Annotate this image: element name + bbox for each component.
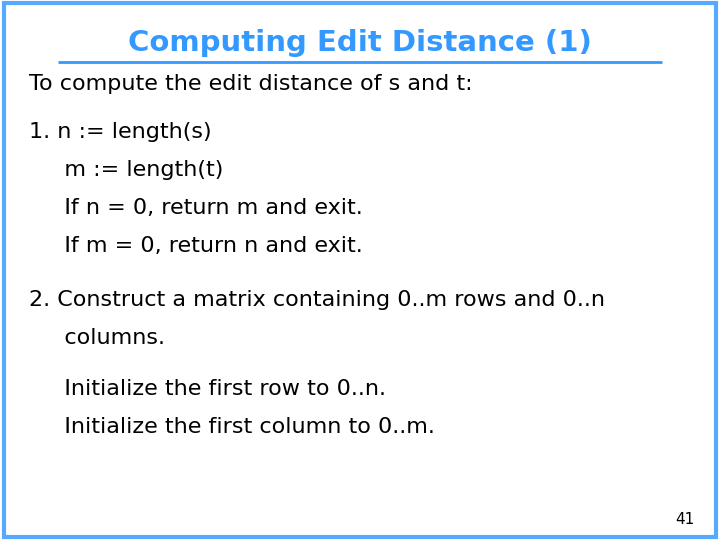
Text: If n = 0, return m and exit.: If n = 0, return m and exit. — [43, 198, 363, 218]
Text: Initialize the first column to 0..m.: Initialize the first column to 0..m. — [43, 416, 435, 437]
Text: To compute the edit distance of s and t:: To compute the edit distance of s and t: — [29, 73, 472, 94]
Text: m := length(t): m := length(t) — [43, 160, 224, 180]
Text: If m = 0, return n and exit.: If m = 0, return n and exit. — [43, 235, 363, 256]
Text: 2. Construct a matrix containing 0..m rows and 0..n: 2. Construct a matrix containing 0..m ro… — [29, 289, 605, 310]
Text: Computing Edit Distance (1): Computing Edit Distance (1) — [128, 29, 592, 57]
Text: 1. n := length(s): 1. n := length(s) — [29, 122, 212, 143]
Text: columns.: columns. — [43, 327, 165, 348]
Text: Initialize the first row to 0..n.: Initialize the first row to 0..n. — [43, 379, 386, 399]
Text: 41: 41 — [675, 511, 695, 526]
